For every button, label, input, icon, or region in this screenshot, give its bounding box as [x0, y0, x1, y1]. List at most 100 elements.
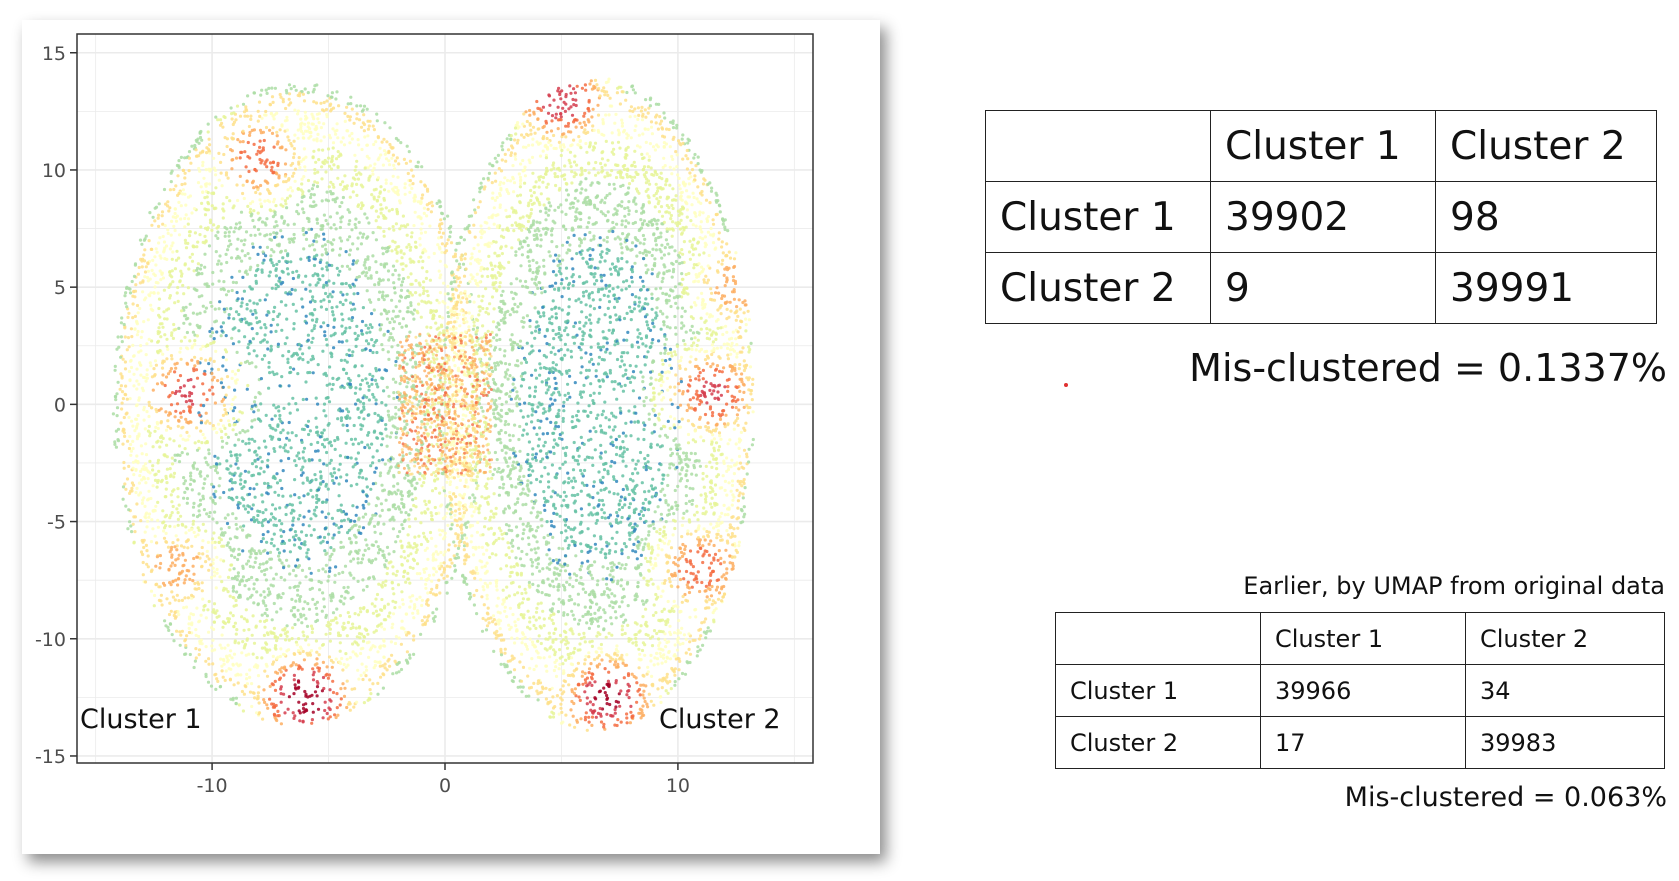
- scatter-point: [404, 296, 408, 300]
- scatter-point: [262, 568, 267, 572]
- scatter-point: [323, 526, 327, 530]
- scatter-point: [223, 516, 227, 520]
- scatter-point: [207, 244, 212, 248]
- scatter-point: [147, 337, 151, 341]
- scatter-point: [261, 562, 265, 566]
- scatter-point: [236, 503, 240, 507]
- scatter-point: [358, 525, 362, 529]
- scatter-point: [380, 401, 384, 405]
- scatter-point: [217, 540, 221, 545]
- scatter-point: [259, 326, 263, 330]
- scatter-point: [214, 250, 218, 254]
- scatter-point: [404, 511, 408, 515]
- scatter-point: [121, 397, 125, 401]
- scatter-point: [111, 412, 115, 416]
- scatter-point: [225, 660, 229, 664]
- scatter-point: [377, 368, 381, 372]
- scatter-point: [148, 459, 152, 463]
- scatter-point: [371, 575, 375, 579]
- scatter-point: [175, 593, 179, 597]
- scatter-point: [350, 228, 354, 232]
- scatter-point: [190, 259, 195, 263]
- scatter-point: [240, 411, 244, 415]
- scatter-point: [382, 264, 386, 268]
- scatter-point: [231, 137, 235, 141]
- scatter-point: [382, 298, 386, 302]
- scatter-point: [174, 258, 179, 262]
- scatter-point: [402, 505, 406, 509]
- scatter-point: [226, 617, 230, 621]
- scatter-point: [298, 581, 302, 585]
- scatter-point: [223, 531, 227, 535]
- scatter-point: [406, 381, 410, 385]
- scatter-point: [153, 593, 157, 598]
- scatter-point: [324, 615, 328, 620]
- scatter-point: [230, 256, 234, 260]
- scatter-point: [365, 271, 369, 275]
- scatter-point: [221, 424, 226, 428]
- scatter-point: [342, 662, 346, 667]
- scatter-point: [214, 586, 218, 590]
- scatter-point: [333, 447, 337, 451]
- scatter-point: [440, 564, 444, 568]
- scatter-point: [273, 113, 277, 117]
- scatter-point: [210, 644, 214, 648]
- scatter-point: [234, 310, 239, 314]
- scatter-point: [368, 330, 372, 334]
- scatter-point: [152, 367, 156, 371]
- scatter-point: [184, 246, 189, 250]
- scatter-point: [352, 576, 356, 580]
- scatter-point: [442, 281, 446, 285]
- scatter-point: [437, 564, 441, 569]
- scatter-point: [338, 454, 342, 458]
- scatter-point: [131, 424, 135, 428]
- scatter-point: [260, 116, 264, 120]
- scatter-point: [149, 496, 153, 501]
- scatter-point: [435, 201, 439, 205]
- scatter-point: [202, 608, 206, 612]
- scatter-point: [367, 577, 371, 581]
- scatter-point: [399, 667, 404, 672]
- scatter-point: [342, 694, 347, 699]
- scatter-point: [281, 428, 285, 432]
- scatter-point: [367, 342, 371, 346]
- scatter-point: [362, 263, 366, 267]
- scatter-point: [453, 544, 457, 548]
- scatter-point: [435, 298, 439, 302]
- scatter-point: [390, 156, 394, 160]
- scatter-point: [258, 198, 262, 202]
- scatter-point: [214, 489, 218, 493]
- scatter-point: [284, 303, 288, 307]
- scatter-point: [361, 108, 365, 112]
- scatter-point: [434, 570, 438, 574]
- scatter-point: [361, 490, 365, 494]
- scatter-point: [353, 463, 357, 467]
- scatter-point: [292, 678, 296, 682]
- scatter-point: [170, 391, 175, 395]
- scatter-point: [299, 468, 303, 472]
- scatter-point: [394, 222, 398, 226]
- scatter-point: [279, 419, 283, 423]
- scatter-point: [394, 305, 398, 309]
- scatter-point: [189, 405, 193, 409]
- scatter-point: [396, 583, 401, 587]
- scatter-point: [425, 270, 429, 274]
- scatter-point: [177, 572, 182, 576]
- scatter-point: [142, 545, 146, 550]
- scatter-point: [153, 285, 157, 289]
- scatter-point: [230, 376, 234, 380]
- scatter-point: [178, 630, 182, 634]
- scatter-point: [348, 210, 352, 214]
- scatter-point: [383, 662, 387, 666]
- scatter-point: [339, 661, 343, 666]
- scatter-point: [206, 122, 210, 126]
- scatter-point: [255, 302, 259, 306]
- scatter-point: [115, 406, 120, 410]
- scatter-point: [161, 509, 165, 513]
- scatter-point: [201, 190, 205, 194]
- scatter-point: [196, 526, 200, 530]
- scatter-point: [272, 231, 276, 235]
- scatter-point: [231, 589, 235, 593]
- scatter-point: [261, 511, 265, 515]
- scatter-point: [248, 339, 252, 343]
